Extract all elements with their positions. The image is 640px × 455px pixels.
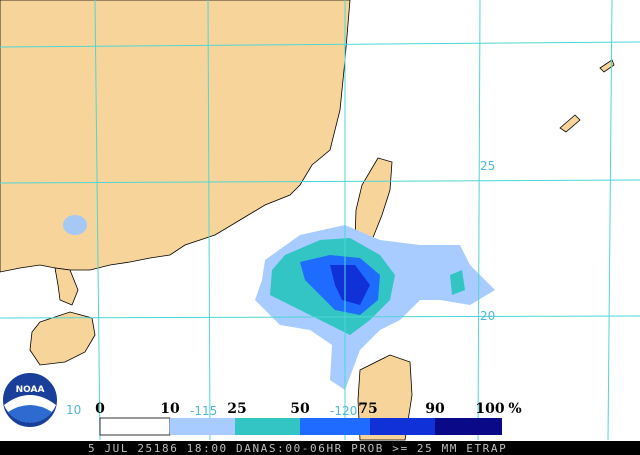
legend-label: 0 (95, 401, 105, 417)
graticule (0, 0, 640, 441)
legend-label: 25 (227, 401, 246, 417)
noaa-logo: NOAA (1, 371, 59, 429)
lon-label: -120 (330, 404, 357, 418)
footer-bar (0, 441, 640, 455)
legend-label: 75 (358, 401, 377, 417)
lat-label: 25 (480, 159, 495, 173)
legend (99, 417, 502, 436)
lat-label: 20 (480, 309, 495, 323)
logo-text: NOAA (16, 385, 45, 395)
lon-label: -115 (190, 404, 217, 418)
lake (63, 215, 87, 235)
legend-label: 50 (290, 401, 310, 417)
edge-label: 10 (66, 403, 81, 417)
legend-label: 10 (160, 401, 180, 417)
land-hainan (29, 311, 96, 366)
legend-label: 100 (475, 401, 504, 417)
land-mainland (0, 0, 351, 273)
legend-label: 90 (425, 401, 445, 417)
precip-75 (330, 265, 370, 305)
land-islands (559, 59, 615, 133)
legend-unit: % (508, 401, 521, 417)
footer-text: 5 JUL 25186 18:00 DANAS:00-06HR PROB >= … (88, 442, 507, 455)
land-peninsula (54, 267, 79, 306)
